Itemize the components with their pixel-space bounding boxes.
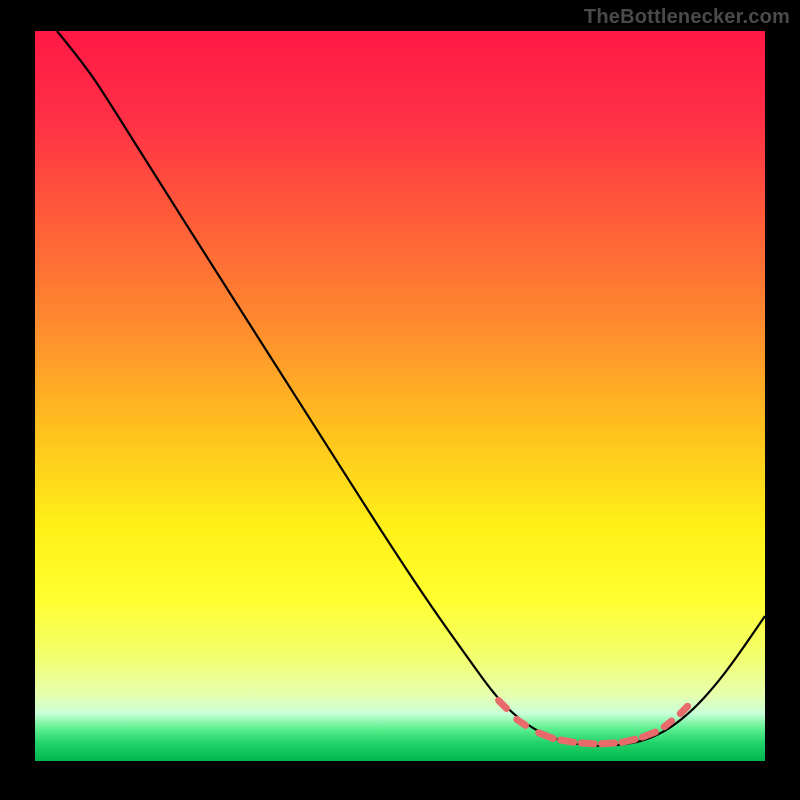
marker-dash [581, 743, 594, 744]
marker-dash [664, 721, 671, 727]
marker-dash [539, 733, 554, 739]
bottleneck-curve [57, 31, 765, 746]
watermark-text: TheBottlenecker.com [584, 6, 790, 29]
marker-dash [601, 743, 614, 744]
marker-dash [561, 740, 574, 742]
marker-dash-group [499, 700, 688, 743]
marker-dash [642, 732, 655, 737]
marker-dash [622, 739, 635, 742]
curve-layer [35, 31, 765, 765]
marker-dash [680, 706, 687, 713]
marker-dash [517, 719, 526, 725]
marker-dash [499, 700, 507, 708]
plot-area [35, 31, 765, 765]
